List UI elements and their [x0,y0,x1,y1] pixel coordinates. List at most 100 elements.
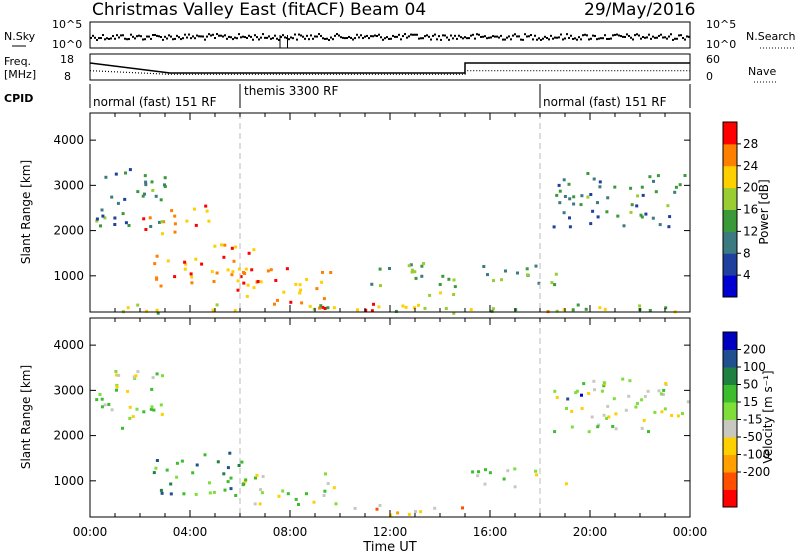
nsky-point [232,38,234,41]
nsky-point [550,34,552,37]
heatmap-cell [640,185,644,189]
velocity-frame [89,317,691,518]
heatmap-cell [128,405,132,409]
nsky-point [558,36,560,39]
heatmap-cell [126,389,130,393]
nsky-point [656,36,658,39]
heatmap-cell [207,219,211,223]
heatmap-cell [95,398,99,402]
nsky-point [296,38,298,41]
heatmap-cell [407,264,411,268]
nsky-point [662,36,664,39]
heatmap-cell [95,219,99,223]
heatmap-cell [141,194,145,198]
heatmap-cell [554,272,558,276]
nsky-point [102,34,104,37]
colorbar-tick-label: 12 [743,224,758,238]
heatmap-cell [190,281,194,285]
heatmap-cell [252,286,256,290]
heatmap-cell [648,309,652,312]
nsky-point [278,38,280,41]
nsky-point [402,35,404,38]
x-axis-labels: 00:00 04:00 08:00 12:00 16:00 20:00 00:00 [73,525,708,539]
heatmap-cell [644,212,648,216]
nsky-point [220,34,222,37]
heatmap-cell [586,195,590,199]
nsky-point [526,35,528,38]
freq-label-line2: [MHz] [4,68,36,81]
nave-trace [89,70,690,75]
nsky-point [580,38,582,41]
heatmap-cell [562,211,566,215]
heatmap-cell [580,194,584,198]
nsky-left-tick-top: 10^5 [52,18,82,31]
heatmap-cell [661,393,665,396]
nsky-point [434,33,436,36]
heatmap-cell [356,308,359,312]
heatmap-cell [169,482,173,486]
nsky-point [620,35,622,38]
nsky-point [166,37,168,40]
heatmap-cell [334,502,338,506]
nsky-point [224,34,226,37]
heatmap-cell [332,486,336,490]
nsky-point [158,35,160,38]
y-tick-label: 1000 [53,474,84,488]
nsky-point [258,38,260,41]
nsky-point [380,36,382,39]
heatmap-cell [659,392,663,396]
freq-trace [89,62,690,74]
heatmap-cell [516,271,519,275]
heatmap-cell [252,248,256,252]
nsky-point [144,38,146,41]
nsky-point [254,34,256,37]
heatmap-cell [592,379,596,383]
heatmap-cell [570,425,574,429]
nsky-point [544,35,546,38]
nsky-point [400,38,402,41]
heatmap-cell [298,283,302,287]
nsky-point [488,36,490,39]
nsky-point [172,38,174,41]
nsky-point [188,33,190,36]
nsky-point [338,34,340,37]
heatmap-cell [552,225,556,229]
nsky-point [98,37,100,40]
heatmap-cell [370,282,374,286]
nsky-point [126,38,128,41]
heatmap-cell [407,512,411,516]
nsky-right-tick-top: 10^5 [706,18,736,31]
heatmap-cell [256,280,260,283]
y-tick-label: 3000 [53,178,84,192]
heatmap-cell [646,389,650,393]
nsky-point [340,36,342,39]
heatmap-cell [526,273,529,277]
heatmap-cell [628,379,632,383]
heatmap-cell [163,183,166,187]
power-panel: 1000 2000 3000 4000 Slant Range [km] 4 8 12 16… [19,112,771,315]
nsky-trace [90,33,690,48]
heatmap-cell [587,430,591,434]
heatmap-cell [121,212,125,216]
heatmap-cell [500,278,503,282]
nsky-point [396,35,398,38]
nave-tick-top: 60 [706,53,720,66]
heatmap-cell [236,288,240,292]
heatmap-cell [658,223,662,227]
heatmap-cell [103,403,107,407]
nsky-point [584,33,586,36]
nsky-point [206,35,208,38]
heatmap-cell [600,389,604,393]
nsky-point [190,37,192,40]
freq-frame [89,53,691,81]
heatmap-cell [375,507,379,511]
nsky-point [282,34,284,37]
nsky-point [610,37,612,40]
nsky-point [668,35,670,38]
heatmap-cell [638,304,642,308]
heatmap-cell [110,408,114,412]
heatmap-cell [205,209,209,213]
heatmap-cell [239,275,243,279]
heatmap-cell [326,482,330,485]
nsky-point [360,34,362,37]
